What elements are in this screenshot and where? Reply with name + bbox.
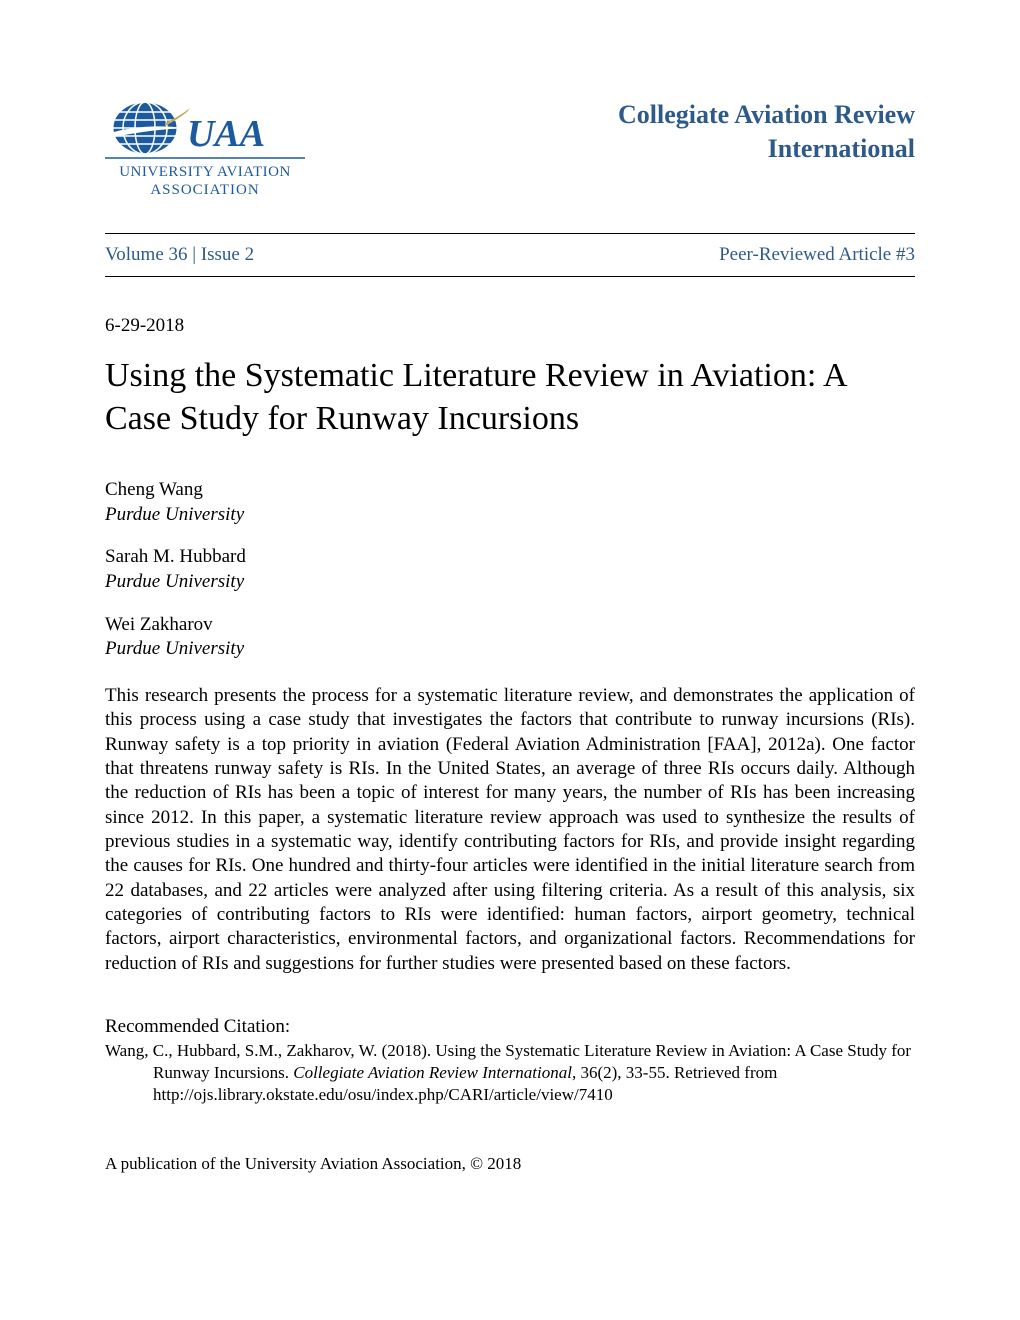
- author-name: Sarah M. Hubbard: [105, 545, 915, 570]
- author-block: Wei ZakharovPurdue University: [105, 613, 915, 662]
- volume-issue-label: Volume 36 | Issue 2: [105, 244, 254, 266]
- author-block: Cheng WangPurdue University: [105, 478, 915, 527]
- journal-title-line2: International: [618, 132, 915, 166]
- citation-label: Recommended Citation:: [105, 1016, 915, 1038]
- svg-text:ASSOCIATION: ASSOCIATION: [150, 182, 259, 198]
- copyright-footer: A publication of the University Aviation…: [105, 1154, 915, 1174]
- journal-title-line1: Collegiate Aviation Review: [618, 98, 915, 132]
- authors-list: Cheng WangPurdue UniversitySarah M. Hubb…: [105, 478, 915, 662]
- author-block: Sarah M. HubbardPurdue University: [105, 545, 915, 594]
- author-affiliation: Purdue University: [105, 570, 915, 595]
- citation-text: Wang, C., Hubbard, S.M., Zakharov, W. (2…: [105, 1040, 915, 1106]
- peer-reviewed-label: Peer-Reviewed Article #3: [719, 244, 915, 266]
- author-affiliation: Purdue University: [105, 503, 915, 528]
- article-title: Using the Systematic Literature Review i…: [105, 355, 915, 440]
- publication-date: 6-29-2018: [105, 315, 915, 337]
- logo: UAA UNIVERSITY AVIATION ASSOCIATION: [105, 90, 325, 213]
- author-affiliation: Purdue University: [105, 637, 915, 662]
- citation-journal: Collegiate Aviation Review International…: [293, 1063, 580, 1082]
- author-name: Wei Zakharov: [105, 613, 915, 638]
- svg-text:UAA: UAA: [187, 113, 265, 155]
- header-row: UAA UNIVERSITY AVIATION ASSOCIATION Coll…: [105, 90, 915, 213]
- volume-issue-row: Volume 36 | Issue 2 Peer-Reviewed Articl…: [105, 233, 915, 277]
- author-name: Cheng Wang: [105, 478, 915, 503]
- journal-title: Collegiate Aviation Review International: [618, 90, 915, 166]
- svg-text:UNIVERSITY AVIATION: UNIVERSITY AVIATION: [119, 164, 291, 180]
- abstract-text: This research presents the process for a…: [105, 684, 915, 976]
- uaa-logo-icon: UAA UNIVERSITY AVIATION ASSOCIATION: [105, 98, 305, 208]
